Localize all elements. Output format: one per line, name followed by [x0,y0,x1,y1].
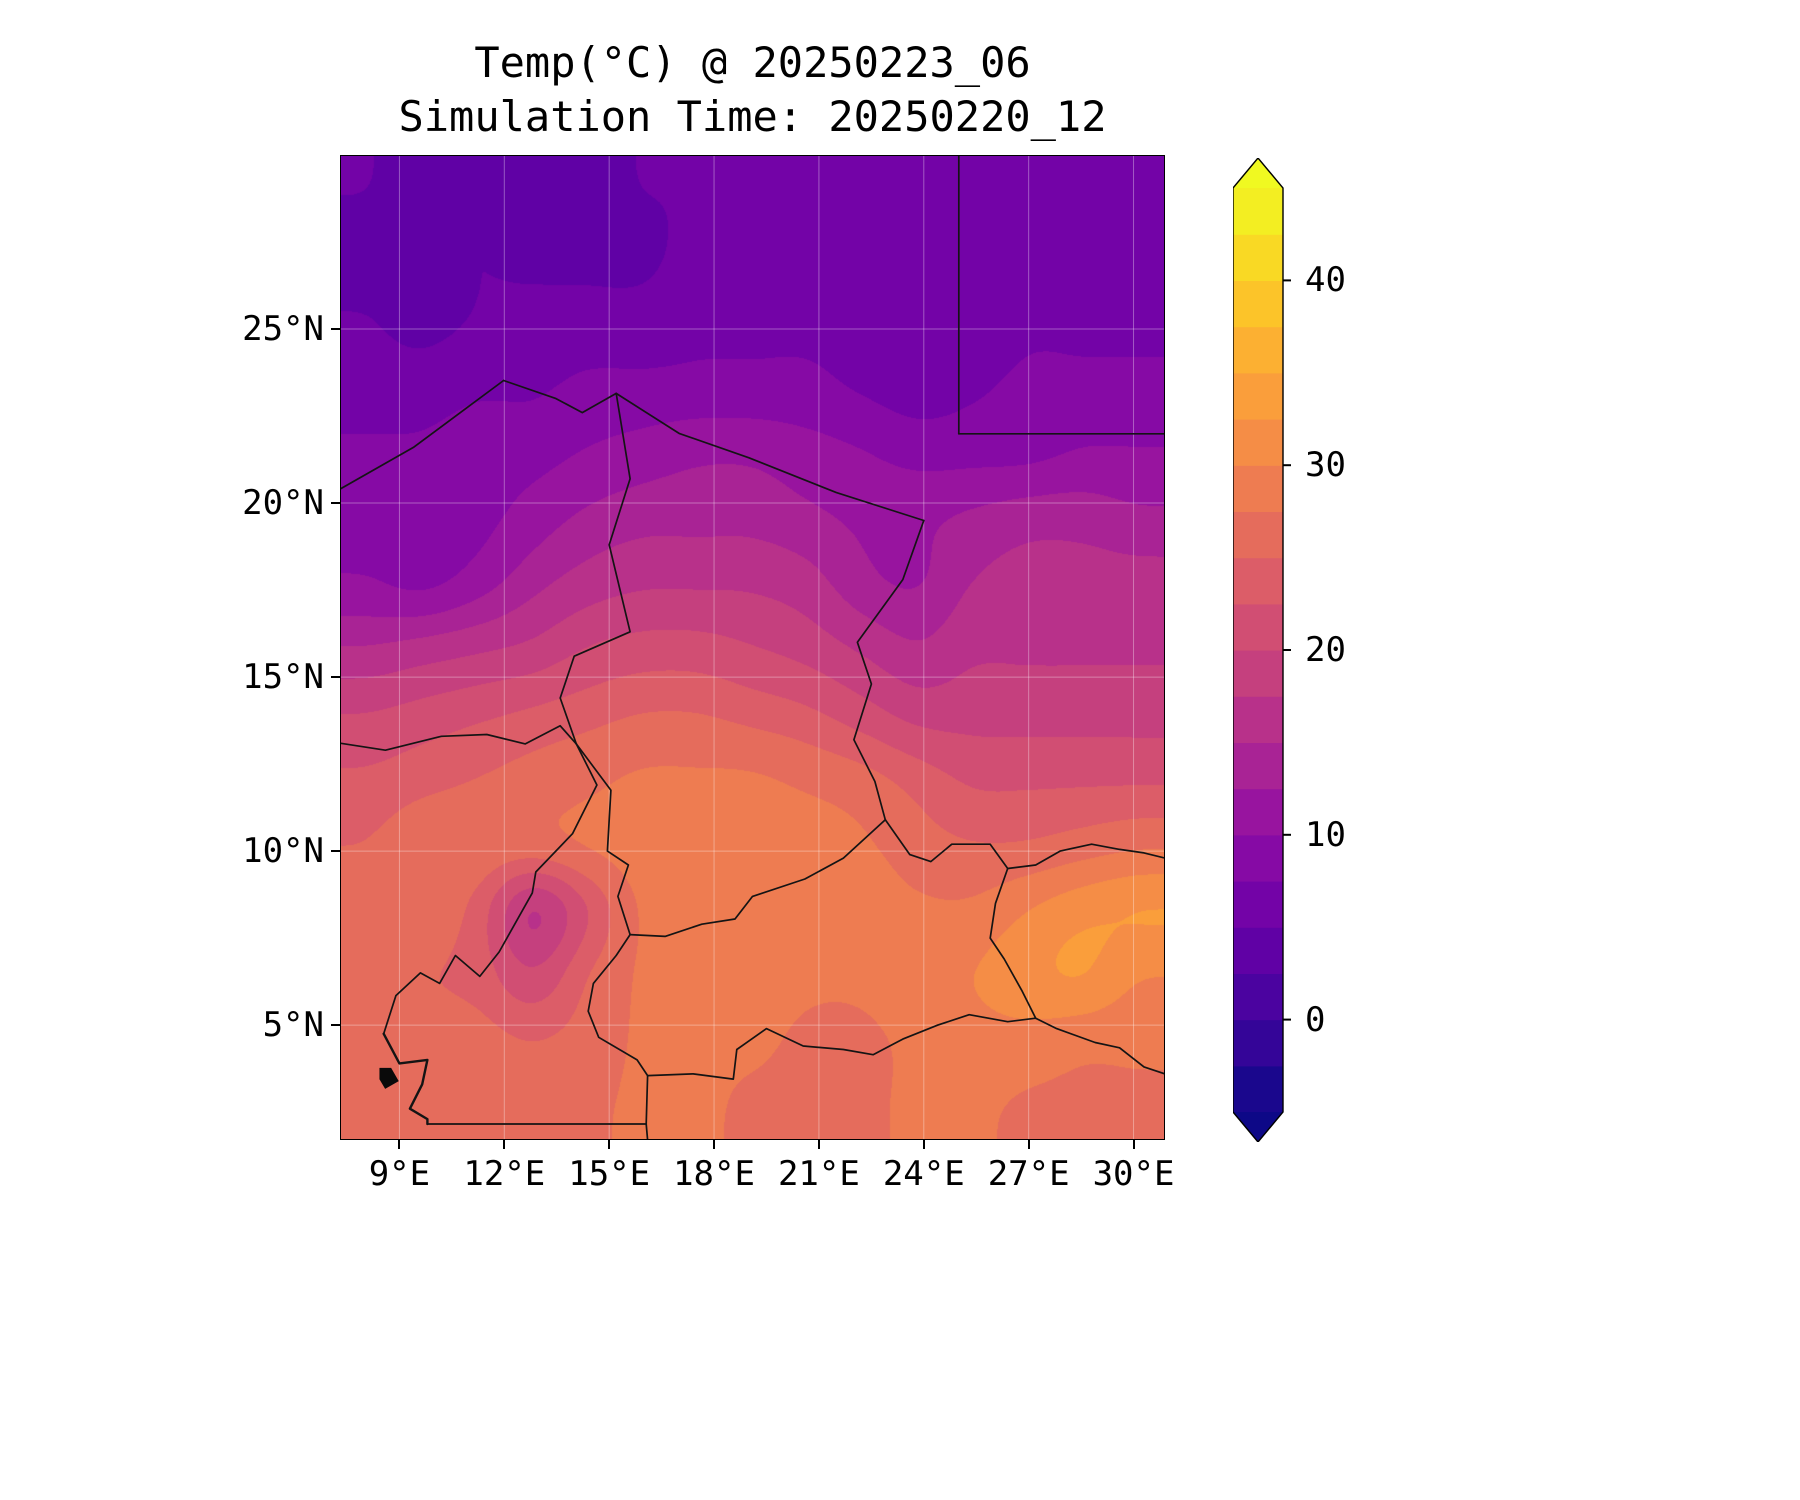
colorbar-tick-label: 10 [1305,814,1346,855]
colorbar-band [1233,234,1283,281]
y-tick-mark [331,1024,340,1027]
x-tick-mark [922,1140,925,1149]
colorbar-band [1233,557,1283,605]
colorbar-band [1233,326,1283,374]
x-tick-mark [503,1140,506,1149]
x-tick-label: 24°E [882,1154,965,1194]
country-border-chad-sudan [853,519,925,821]
x-tick-label: 9°E [368,1154,431,1194]
map-plot-area [340,155,1165,1140]
country-border-gabon-congo [645,1123,649,1140]
y-tick-mark [331,328,340,331]
y-tick-label: 20°N [242,483,324,524]
y-tick-mark [331,850,340,853]
colorbar-band [1233,1019,1283,1067]
x-tick-label: 15°E [568,1154,651,1194]
country-border-libya-chad [615,392,925,522]
y-tick-mark [331,676,340,679]
colorbar-band [1233,973,1283,1021]
x-tick-mark [713,1140,716,1149]
chart-title: Temp(°C) @ 20250223_06 Simulation Time: … [340,36,1165,144]
colorbar-svg [1232,156,1291,1144]
x-tick-label: 18°E [673,1154,755,1194]
colorbar-band [1233,465,1283,512]
x-tick-mark [1132,1140,1135,1149]
y-tick-label: 5°N [262,1005,324,1046]
country-border-car-drc [646,1013,1165,1080]
colorbar-band [1233,650,1283,697]
colorbar-band [1233,788,1283,836]
map-overlay [340,155,1165,1140]
colorbar-band [1233,834,1283,882]
colorbar-band [1233,696,1283,743]
colorbar-band [1233,927,1283,974]
country-border-libya-niger-chad [502,379,618,414]
x-tick-mark [608,1140,611,1149]
y-tick-label: 15°N [242,657,324,698]
colorbar [1232,156,1293,1144]
colorbar-extend-max-arrow [1233,158,1283,188]
colorbar-tick-label: 40 [1305,260,1346,301]
colorbar-extend-min-arrow [1233,1112,1283,1142]
chart-title-line1: Temp(°C) @ 20250223_06 [474,38,1031,87]
x-tick-mark [1027,1140,1030,1149]
colorbar-band [1233,188,1283,235]
colorbar-band [1233,742,1283,790]
country-border-cameroon-car-congo [587,933,649,1125]
x-tick-mark [398,1140,401,1149]
colorbar-band [1233,603,1283,651]
colorbar-tick-label: 0 [1305,999,1326,1040]
country-border-niger-libya [340,379,505,490]
chart-title-line2: Simulation Time: 20250220_12 [398,92,1107,141]
country-border-car-southsudan [989,867,1037,1020]
x-tick-label: 21°E [777,1154,860,1194]
y-tick-label: 25°N [242,309,324,350]
country-border-coastline [382,1032,429,1126]
country-border-niger-nigeria [340,724,578,752]
x-tick-label: 30°E [1092,1154,1175,1194]
colorbar-band [1233,1065,1283,1113]
x-tick-label: 12°E [463,1154,546,1194]
island-bioko-island [379,1067,399,1089]
country-border-chad-cameroon [575,743,631,936]
y-tick-label: 10°N [242,831,324,872]
colorbar-band [1233,881,1283,928]
colorbar-band [1233,511,1283,559]
country-border-niger-chad [559,392,631,745]
country-border-sudan-southsudan [884,818,1165,870]
x-tick-mark [817,1140,820,1149]
colorbar-tick-label: 30 [1305,445,1346,486]
country-border-chad-car [629,818,887,938]
temperature-field-canvas [340,155,1165,1140]
colorbar-band [1233,372,1283,420]
colorbar-band [1233,419,1283,466]
x-tick-label: 27°E [987,1154,1070,1194]
y-tick-mark [331,502,340,505]
country-border-nigeria-cameroon [382,743,598,1035]
colorbar-band [1233,280,1283,328]
colorbar-tick-label: 20 [1305,630,1346,670]
